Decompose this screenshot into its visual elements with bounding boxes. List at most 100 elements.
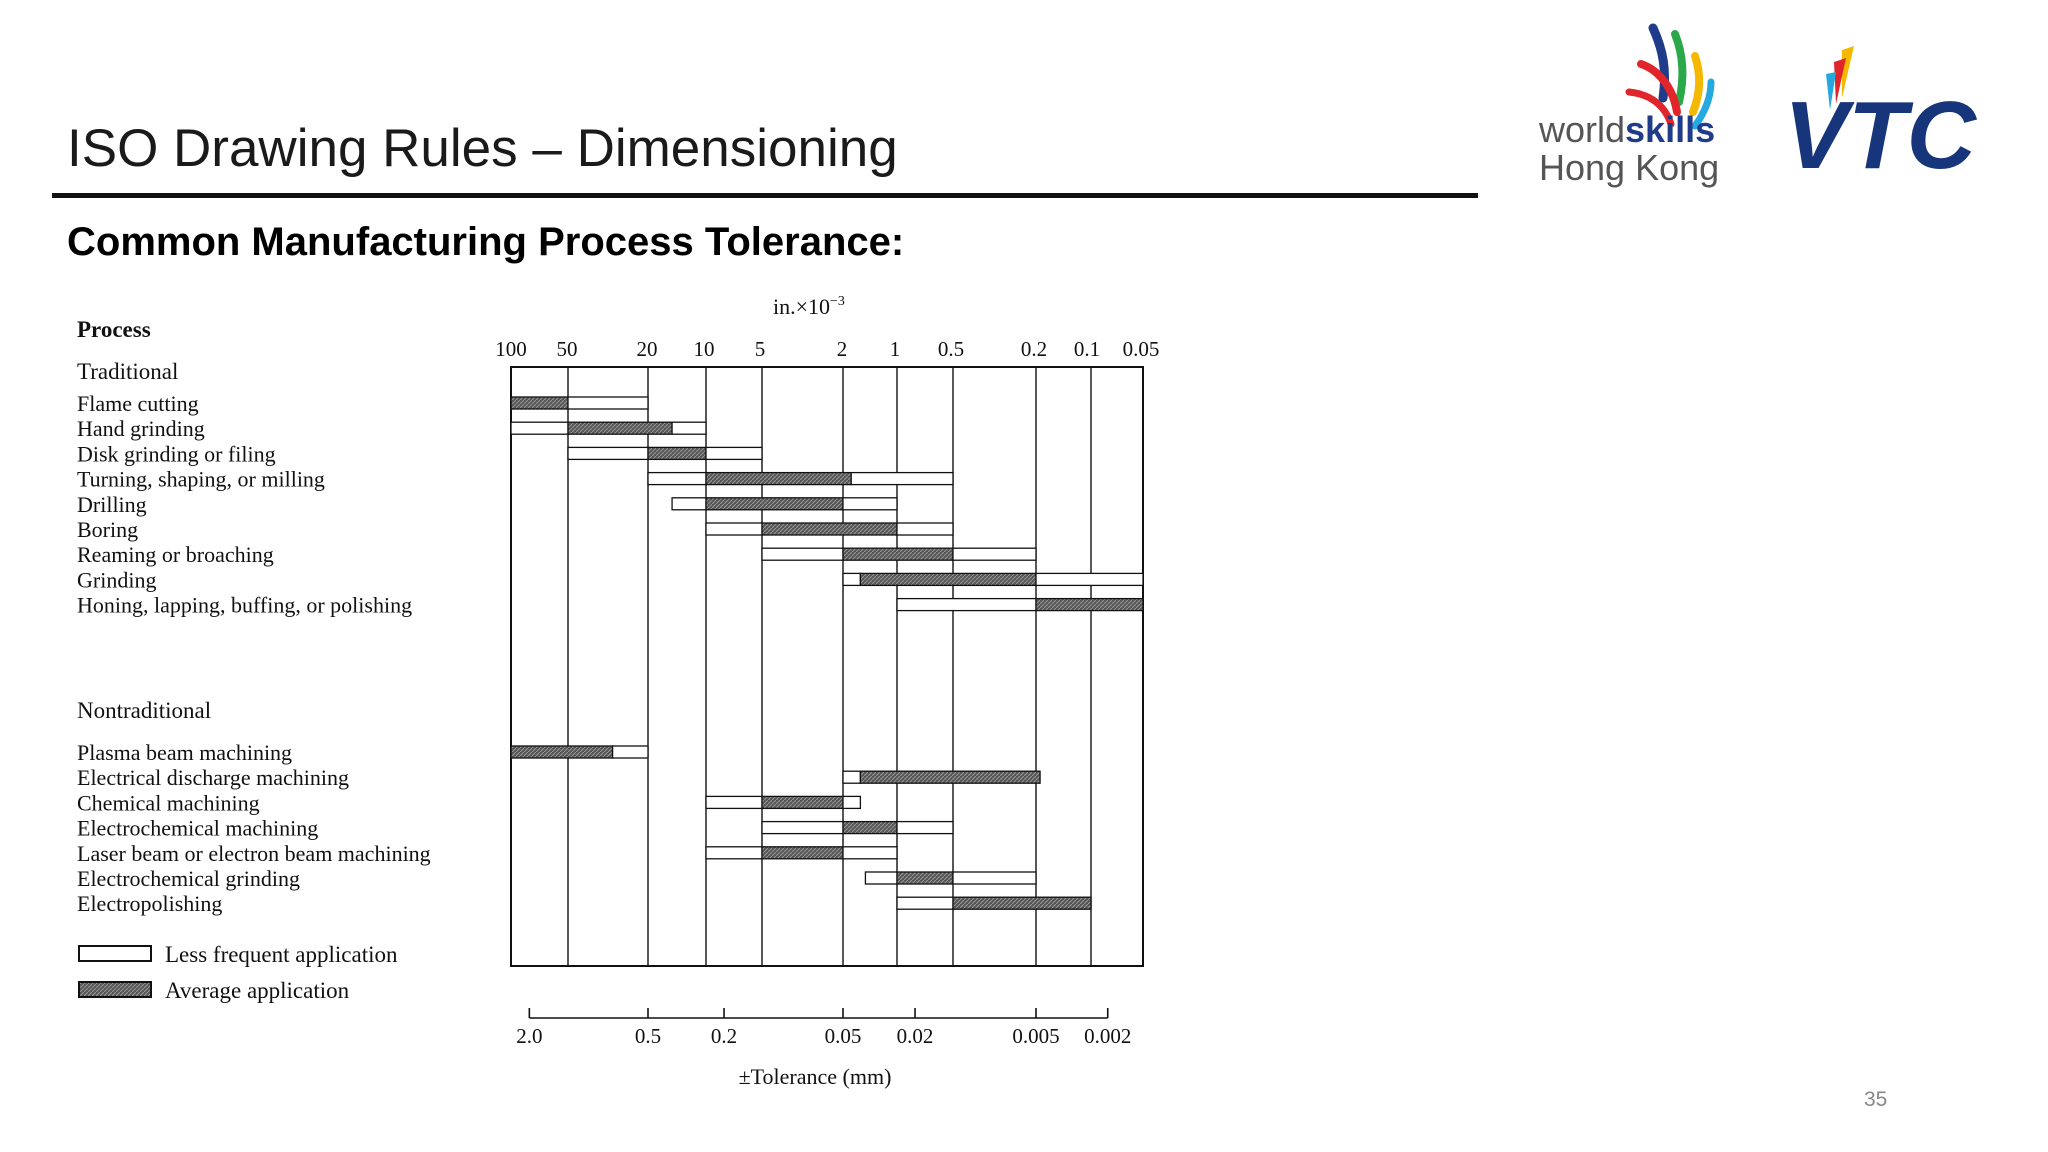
process-label: Laser beam or electron beam machining [77,841,431,866]
bottom-axis-label: ±Tolerance (mm) [739,1064,892,1089]
bar-less-frequent-application [864,871,898,885]
bottom-tick-label: 0.005 [1012,1024,1059,1048]
process-label: Electrical discharge machining [77,765,349,790]
bar-less-frequent-application [896,896,954,910]
bar-average-application [859,572,1037,587]
bar-average-application [952,896,1092,910]
bar-average-application [859,770,1041,784]
bar-average-application [567,421,673,435]
bottom-tick-label: 0.02 [897,1024,934,1048]
svg-text:worldskills: worldskills [1538,109,1715,150]
bar-less-frequent-application [705,522,763,536]
title-divider [52,193,1478,198]
group-title-nontraditional: Nontraditional [77,698,211,723]
top-tick-label: 20 [637,337,658,361]
process-label: Plasma beam machining [77,740,292,765]
bar-average-application [761,846,844,860]
bar-less-frequent-application [510,421,569,435]
bar-less-frequent-application [567,446,649,461]
bar-average-application [705,471,852,486]
vtc-flame-icon [1826,46,1854,110]
bar-less-frequent-application [705,446,763,461]
process-label: Flame cutting [77,391,199,416]
legend-label-less: Less frequent application [165,942,398,967]
bar-average-application [510,396,569,410]
legend-swatch-less [78,945,152,962]
bar-less-frequent-application [567,396,649,410]
process-label: Chemical machining [77,790,260,815]
chart-frame [510,366,1144,967]
bar-less-frequent-application [896,597,1037,612]
bar-average-application [761,522,898,536]
slide-subtitle: Common Manufacturing Process Tolerance: [67,220,905,264]
worldskills-swoosh-icon [1625,23,1715,130]
top-tick-label: 0.1 [1074,337,1100,361]
process-header: Process [77,317,151,342]
bar-less-frequent-application [611,745,649,759]
process-label: Drilling [77,492,147,517]
process-label: Grinding [77,567,156,592]
top-tick-label: 50 [557,337,578,361]
bar-less-frequent-application [761,820,844,835]
bar-less-frequent-application [705,846,763,860]
bar-less-frequent-application [952,871,1037,885]
top-axis-label: in.×10−3 [773,294,845,319]
bar-less-frequent-application [842,795,862,810]
group-title-traditional: Traditional [77,359,178,384]
bar-average-application [842,820,898,835]
bar-less-frequent-application [842,770,862,784]
top-tick-label: 2 [837,337,848,361]
bar-less-frequent-application [671,497,707,511]
worldskills-word-skills: skills [1625,109,1715,150]
top-tick-label: 0.5 [938,337,964,361]
bar-less-frequent-application [705,795,763,810]
top-tick-label: 0.2 [1021,337,1047,361]
bar-average-application [842,547,954,561]
vtc-lettering: VTC [1784,82,1978,184]
bar-less-frequent-application [842,497,898,511]
top-tick-label: 1 [890,337,901,361]
slide-title: ISO Drawing Rules – Dimensioning [67,119,898,178]
top-tick-label: 0.05 [1123,337,1160,361]
bar-less-frequent-application [842,846,898,860]
worldskills-word-world: world [1538,109,1625,150]
bottom-tick-label: 0.05 [825,1024,862,1048]
top-tick-label: 100 [495,337,527,361]
process-label: Electrochemical grinding [77,866,300,891]
bottom-tick-label: 0.2 [711,1024,737,1048]
worldskills-hong-kong-logo: worldskills Hong Kong [1538,23,1719,188]
bar-less-frequent-application [647,471,707,486]
bar-less-frequent-application [842,572,862,587]
process-label: Disk grinding or filing [77,441,276,466]
process-label: Turning, shaping, or milling [77,467,325,492]
top-tick-label: 5 [755,337,766,361]
bar-average-application [647,446,707,461]
bar-less-frequent-application [1035,572,1144,587]
worldskills-word-hongkong: Hong Kong [1539,147,1719,188]
bar-less-frequent-application [761,547,844,561]
process-label: Boring [77,517,138,542]
legend-swatch-average [78,981,152,998]
process-label: Honing, lapping, buffing, or polishing [77,593,412,618]
bottom-tick-label: 2.0 [516,1024,542,1048]
process-label: Hand grinding [77,416,205,441]
top-tick-label: 10 [694,337,715,361]
legend-label-average: Average application [165,978,350,1003]
bar-less-frequent-application [671,421,707,435]
bar-less-frequent-application [850,471,954,486]
bar-average-application [1035,597,1144,612]
bar-average-application [761,795,844,810]
bottom-tick-label: 0.002 [1084,1024,1131,1048]
bar-less-frequent-application [896,522,954,536]
vtc-logo: VTC [1784,46,1978,184]
process-label: Electropolishing [77,891,222,916]
bar-average-application [705,497,844,511]
bottom-tick-label: 0.5 [635,1024,661,1048]
bar-average-application [510,745,614,759]
process-label: Electrochemical machining [77,816,318,841]
page-number: 35 [1864,1088,1888,1111]
bar-less-frequent-application [952,547,1037,561]
bar-average-application [896,871,954,885]
bar-less-frequent-application [896,820,954,835]
